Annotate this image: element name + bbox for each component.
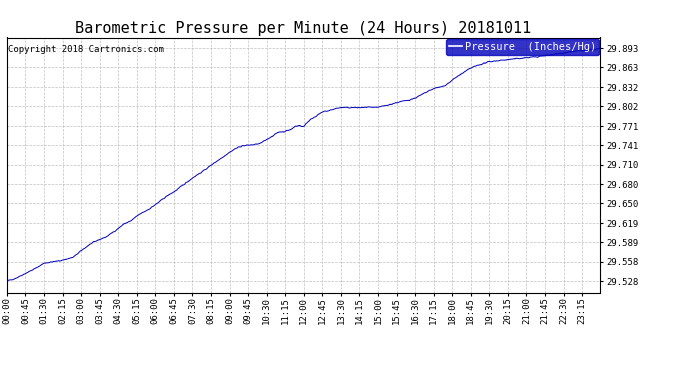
Title: Barometric Pressure per Minute (24 Hours) 20181011: Barometric Pressure per Minute (24 Hours… [75, 21, 532, 36]
Text: Copyright 2018 Cartronics.com: Copyright 2018 Cartronics.com [8, 45, 164, 54]
Legend: Pressure  (Inches/Hg): Pressure (Inches/Hg) [446, 39, 599, 55]
